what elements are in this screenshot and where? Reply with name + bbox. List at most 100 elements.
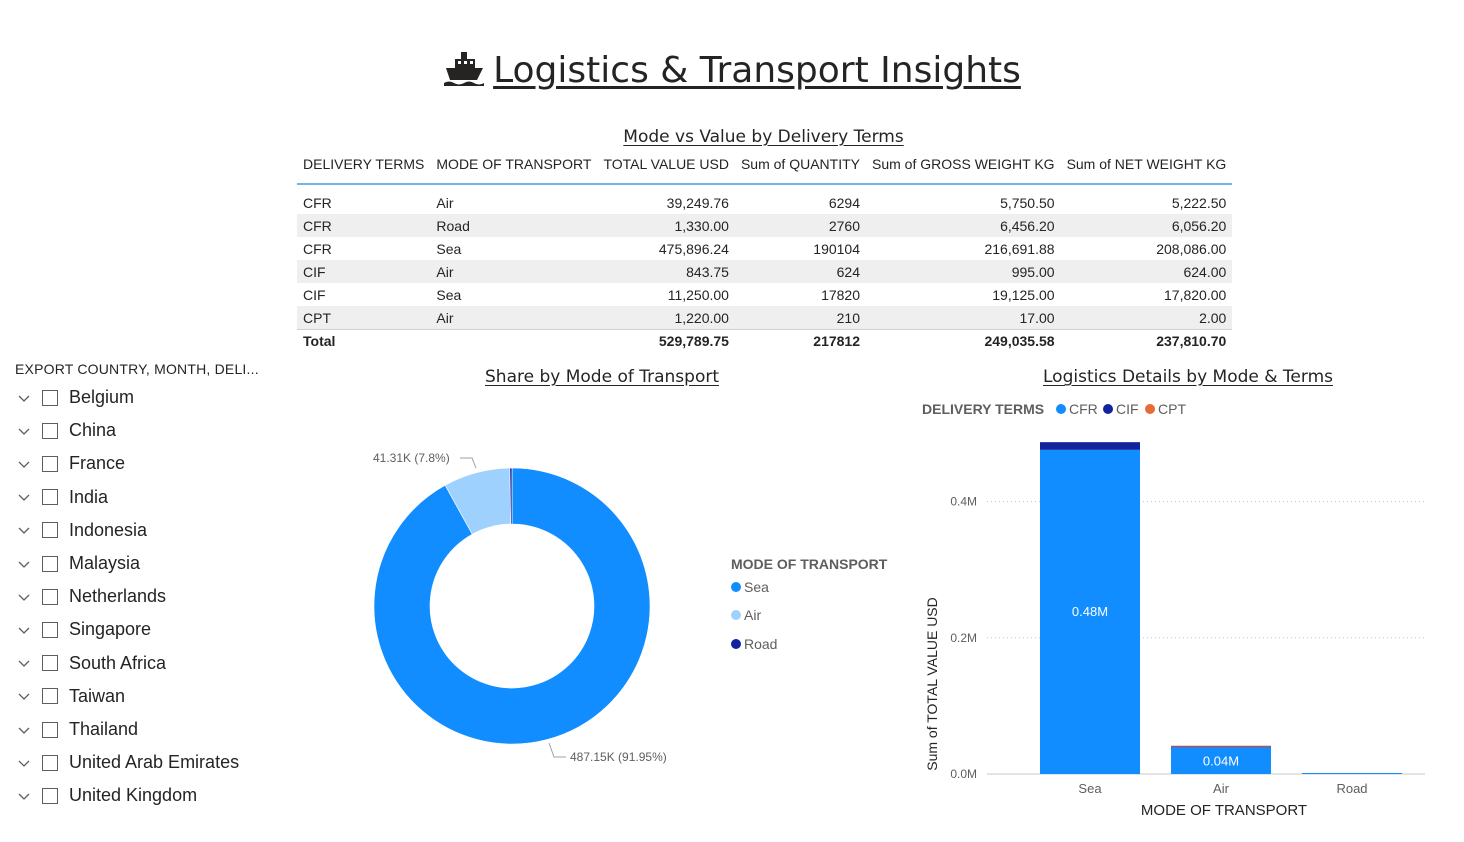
checkbox[interactable] — [42, 754, 58, 771]
slicer-item[interactable]: South Africa — [15, 647, 166, 680]
cell: 216,691.88 — [984, 240, 1055, 257]
slicer-item[interactable]: France — [15, 447, 125, 480]
cell: 6294 — [828, 194, 860, 211]
chevron-down-icon[interactable] — [15, 721, 33, 739]
bar-air-cif[interactable] — [1171, 746, 1271, 748]
chevron-down-icon[interactable] — [15, 654, 33, 672]
leader-line-sea — [548, 742, 566, 758]
slicer-item[interactable]: Netherlands — [15, 580, 166, 613]
cell: 529,789.75 — [597, 329, 735, 352]
bar-chart[interactable]: 0.0M 0.2M 0.4M Sum of TOTAL VALUE USD Sea 0.4… — [915, 430, 1445, 830]
col-sum-net-weight[interactable]: Sum of NET WEIGHT KG — [1060, 153, 1233, 185]
slicer-item-label: China — [69, 420, 117, 441]
chevron-down-icon[interactable] — [15, 687, 33, 705]
checkbox[interactable] — [42, 588, 58, 605]
checkbox[interactable] — [42, 389, 58, 406]
table-row[interactable]: CFR Air 39,249.76 6294 5,750.50 5,222.50 — [297, 184, 1232, 214]
slicer-item[interactable]: Singapore — [15, 613, 151, 646]
checkbox[interactable] — [42, 655, 58, 672]
cell: 17,820.00 — [1164, 286, 1227, 303]
checkbox[interactable] — [42, 688, 58, 705]
chevron-down-icon[interactable] — [15, 455, 33, 473]
table-row[interactable]: CIF Sea 11,250.00 17820 19,125.00 17,820… — [297, 283, 1232, 306]
checkbox[interactable] — [42, 455, 58, 472]
col-sum-gross-weight[interactable]: Sum of GROSS WEIGHT KG — [866, 153, 1061, 185]
slicer-item[interactable]: China — [15, 414, 116, 447]
slicer-item-label: United Arab Emirates — [69, 752, 240, 773]
legend-label: Sea — [744, 579, 769, 595]
cell: 995.00 — [866, 260, 1061, 283]
cell: Total — [297, 329, 431, 352]
slicer-item[interactable]: Thailand — [15, 713, 138, 746]
bar-data-label: 0.04M — [1203, 754, 1239, 769]
chevron-down-icon[interactable] — [15, 754, 33, 772]
checkbox[interactable] — [42, 787, 58, 804]
table-row[interactable]: CFR Road 1,330.00 2760 6,456.20 6,056.20 — [297, 214, 1233, 237]
bar-air-cfr[interactable] — [1171, 747, 1271, 774]
slicer-item[interactable]: Taiwan — [15, 680, 125, 713]
chevron-down-icon[interactable] — [15, 588, 33, 606]
donut-data-label-sea: 487.15K (91.95%) — [570, 750, 667, 764]
col-delivery-terms[interactable]: DELIVERY TERMS — [297, 153, 431, 185]
x-tick-label: Road — [1336, 781, 1367, 796]
col-total-value-usd[interactable]: TOTAL VALUE USD — [597, 153, 735, 185]
legend-marker-sea — [731, 582, 741, 592]
slicer-item[interactable]: United Kingdom — [15, 779, 197, 812]
table-row[interactable]: CPT Air 1,220.00 210 17.00 2.00 — [297, 306, 1233, 330]
slicer-item[interactable]: Indonesia — [15, 514, 147, 547]
legend-item-road[interactable]: Road — [731, 636, 777, 652]
donut-title: Share by Mode of Transport — [485, 367, 719, 387]
cell: CFR — [297, 214, 431, 237]
bar-air-cpt[interactable] — [1171, 745, 1271, 747]
legend-item-cif[interactable]: CIF — [1103, 401, 1139, 417]
cell: 217812 — [734, 329, 866, 352]
checkbox[interactable] — [42, 721, 58, 738]
checkbox[interactable] — [42, 555, 58, 572]
bar-sea-cfr[interactable] — [1040, 449, 1140, 774]
table-row[interactable]: CFR Sea 475,896.24 190104 216,691.88 208… — [297, 237, 1232, 260]
chevron-down-icon[interactable] — [15, 621, 33, 639]
slicer-item[interactable]: Malaysia — [15, 547, 140, 580]
bar-sea-cif[interactable] — [1040, 442, 1140, 450]
chevron-down-icon[interactable] — [15, 389, 33, 407]
legend-item-cfr[interactable]: CFR — [1056, 401, 1098, 417]
chevron-down-icon[interactable] — [15, 488, 33, 506]
cell: 208,086.00 — [1156, 240, 1227, 257]
cell: 237,810.70 — [1060, 329, 1233, 352]
donut-slice-road[interactable] — [509, 467, 513, 525]
slicer-item[interactable]: United Arab Emirates — [15, 746, 239, 779]
chevron-down-icon[interactable] — [15, 787, 33, 805]
slicer-item-label: Taiwan — [69, 685, 126, 706]
slicer-item[interactable]: India — [15, 481, 108, 514]
col-sum-quantity[interactable]: Sum of QUANTITY — [734, 153, 866, 185]
legend-item-sea[interactable]: Sea — [731, 579, 769, 595]
cell: 2760 — [734, 214, 866, 237]
chevron-down-icon[interactable] — [15, 422, 33, 440]
table-row[interactable]: CIF Air 843.75 624 995.00 624.00 — [297, 260, 1233, 283]
cell: CFR — [303, 240, 332, 257]
cell: 249,035.58 — [866, 329, 1061, 352]
legend-label: CPT — [1158, 401, 1186, 417]
checkbox[interactable] — [42, 422, 58, 439]
legend-item-cpt[interactable]: CPT — [1145, 401, 1186, 417]
slicer-item-label: Singapore — [69, 619, 152, 640]
y-tick-label: 0.0M — [950, 767, 977, 781]
legend-label: Air — [744, 607, 762, 623]
slicer-item-label: France — [69, 453, 126, 474]
slicer-item-label: Netherlands — [69, 586, 167, 607]
bar-legend-title: DELIVERY TERMS — [922, 401, 1045, 417]
legend-item-air[interactable]: Air — [731, 607, 761, 623]
chevron-down-icon[interactable] — [15, 521, 33, 539]
checkbox[interactable] — [42, 489, 58, 506]
checkbox[interactable] — [42, 522, 58, 539]
chevron-down-icon[interactable] — [15, 555, 33, 573]
slicer-item[interactable]: Belgium — [15, 381, 134, 414]
donut-chart[interactable]: 41.31K (7.8%) 487.15K (91.95%) — [300, 400, 900, 800]
col-mode-of-transport[interactable]: MODE OF TRANSPORT — [430, 153, 598, 185]
donut-slice-sea[interactable] — [373, 467, 651, 745]
donut-legend-title: MODE OF TRANSPORT — [731, 556, 888, 572]
cell: 624.00 — [1060, 260, 1233, 283]
checkbox[interactable] — [42, 621, 58, 638]
cell: 17820 — [821, 286, 860, 303]
bar-road-cfr[interactable] — [1302, 773, 1402, 774]
